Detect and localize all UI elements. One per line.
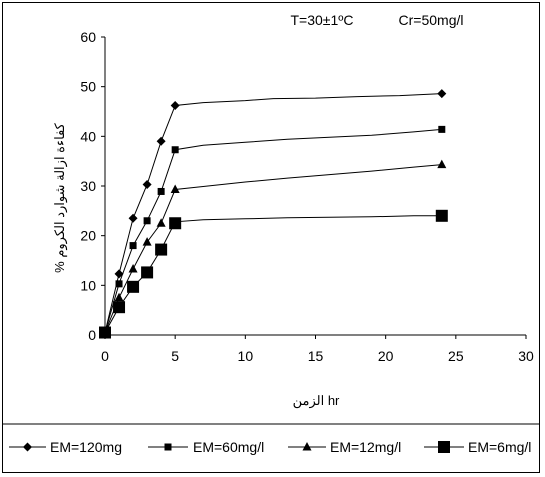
chart-frame [2, 2, 540, 473]
data-point [170, 101, 180, 111]
annotation-concentration: Cr=50mg/l [399, 12, 464, 28]
x-tick-label: 5 [171, 348, 179, 364]
data-point [113, 301, 126, 314]
data-point [142, 180, 152, 190]
x-tick-label: 30 [518, 348, 534, 364]
legend-item: EM=6mg/l [424, 439, 531, 455]
data-point [99, 326, 111, 339]
data-point [114, 292, 124, 302]
y-axis-label: % كفاءة ازالة شوارد الكروم [52, 122, 68, 272]
series-line [104, 93, 442, 333]
y-tick-label: 50 [80, 79, 96, 95]
series-4 [99, 209, 448, 339]
data-point [155, 243, 168, 256]
legend-item: EM=120mg [9, 439, 122, 455]
axes: 0 10 20 30 40 50 60 0 5 10 15 20 25 30 [80, 29, 534, 364]
data-point [128, 213, 138, 223]
y-tick-label: 20 [80, 228, 96, 244]
x-axis-label: الزمن hr [293, 393, 340, 409]
data-point [435, 209, 448, 222]
data-point [169, 217, 182, 230]
series-3 [100, 159, 447, 337]
data-point [438, 125, 446, 133]
legend: EM=120mg EM=60mg/l EM=12mg/l EM=6mg/l [9, 439, 531, 455]
data-point [157, 187, 165, 195]
data-point [142, 237, 152, 246]
x-tick-label: 20 [378, 348, 394, 364]
series-line [104, 215, 442, 333]
legend-marker [164, 443, 172, 451]
data-point [115, 280, 123, 288]
data-point [171, 146, 179, 154]
data-point [128, 263, 138, 273]
legend-item: EM=60mg/l [148, 439, 264, 455]
x-tick-label: 0 [101, 348, 109, 364]
data-point [114, 269, 124, 279]
data-point [129, 242, 137, 250]
series-1 [100, 89, 447, 338]
legend-marker [23, 442, 32, 452]
data-point [156, 136, 166, 146]
y-tick-label: 60 [80, 29, 96, 45]
data-point [437, 159, 447, 169]
data-point [127, 280, 140, 293]
x-tick-label: 10 [238, 348, 254, 364]
series-2 [101, 125, 446, 337]
y-tick-label: 0 [88, 327, 96, 343]
legend-label: EM=60mg/l [193, 439, 264, 455]
plot-area [99, 89, 448, 339]
y-tick-label: 10 [80, 277, 96, 293]
data-point [170, 184, 180, 193]
x-tick-label: 25 [448, 348, 464, 364]
y-tick-label: 40 [80, 128, 96, 144]
y-tick-label: 30 [80, 178, 96, 194]
legend-marker [438, 441, 450, 453]
legend-label: EM=120mg [50, 439, 122, 455]
legend-label: EM=12mg/l [330, 439, 401, 455]
data-point [437, 89, 447, 99]
legend-label: EM=6mg/l [468, 439, 531, 455]
data-point [143, 217, 151, 225]
data-point [156, 218, 166, 227]
data-point [141, 266, 154, 279]
annotation-temperature: T=30±1ºC [291, 12, 354, 28]
legend-marker [302, 442, 312, 451]
legend-item: EM=12mg/l [288, 439, 401, 455]
x-tick-label: 15 [308, 348, 324, 364]
